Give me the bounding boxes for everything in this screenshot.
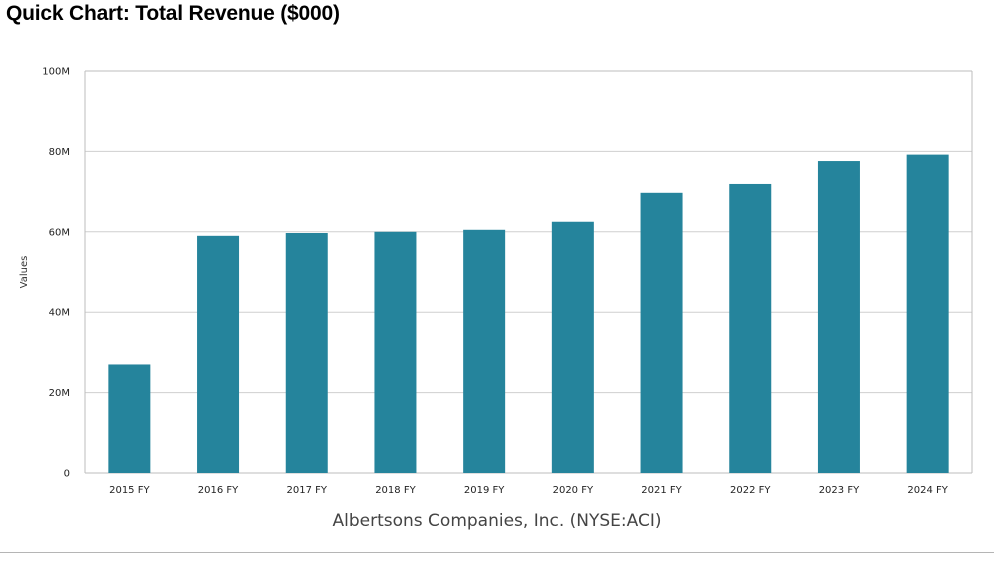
bar bbox=[551, 221, 594, 473]
divider bbox=[0, 552, 994, 553]
x-tick-label: 2018 FY bbox=[375, 485, 416, 496]
y-tick-label: 60M bbox=[49, 227, 70, 238]
bar bbox=[374, 231, 417, 473]
y-tick-label: 0 bbox=[64, 469, 70, 480]
x-tick-label: 2019 FY bbox=[464, 485, 505, 496]
y-tick-label: 40M bbox=[49, 308, 70, 319]
bar-chart: 0 20M 40M 60M 80M 100M 2015 FY 2016 FY 2017 FY 20… bbox=[19, 67, 973, 496]
chart-title: Quick Chart: Total Revenue ($000) bbox=[6, 2, 340, 25]
y-tick-label: 80M bbox=[49, 147, 70, 158]
x-tick-label: 2022 FY bbox=[730, 485, 771, 496]
bar bbox=[197, 235, 240, 473]
y-tick-label: 20M bbox=[49, 388, 70, 399]
bar bbox=[108, 364, 151, 473]
bar bbox=[906, 154, 949, 473]
x-tick-label: 2017 FY bbox=[287, 485, 328, 496]
y-axis-title: Values bbox=[19, 256, 30, 289]
x-tick-label: 2024 FY bbox=[907, 485, 948, 496]
y-tick-label: 100M bbox=[42, 67, 70, 78]
x-tick-label: 2020 FY bbox=[553, 485, 594, 496]
bar bbox=[729, 183, 772, 473]
bar bbox=[463, 229, 506, 473]
x-tick-label: 2015 FY bbox=[109, 485, 150, 496]
x-tick-label: 2023 FY bbox=[819, 485, 860, 496]
bar bbox=[640, 192, 683, 473]
x-tick-label: 2021 FY bbox=[641, 485, 682, 496]
bar bbox=[285, 233, 328, 473]
company-caption: Albertsons Companies, Inc. (NYSE:ACI) bbox=[332, 511, 662, 531]
bar bbox=[817, 161, 860, 473]
x-tick-label: 2016 FY bbox=[198, 485, 239, 496]
